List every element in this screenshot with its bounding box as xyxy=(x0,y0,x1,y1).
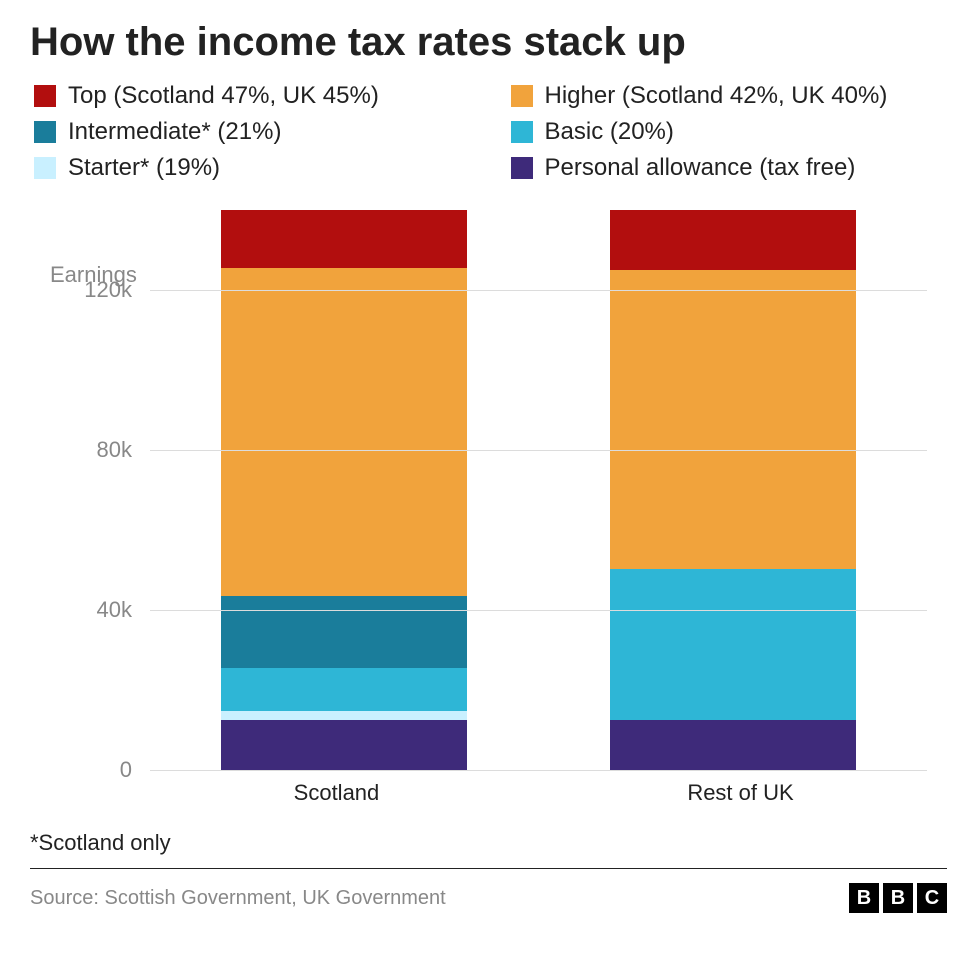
legend-label: Basic (20%) xyxy=(545,118,674,146)
legend-label: Intermediate* (21%) xyxy=(68,118,281,146)
y-tick-label: 0 xyxy=(120,757,132,783)
bar-column xyxy=(158,210,531,770)
stacked-bar xyxy=(610,210,856,770)
bar-segment-personal_allowance xyxy=(610,720,856,770)
legend-label: Starter* (19%) xyxy=(68,154,220,182)
bar-segment-basic xyxy=(610,569,856,720)
legend-label: Top (Scotland 47%, UK 45%) xyxy=(68,82,379,110)
x-axis-label: Rest of UK xyxy=(554,780,927,806)
bar-segment-top xyxy=(221,210,467,268)
legend-item: Higher (Scotland 42%, UK 40%) xyxy=(511,82,948,110)
gridline xyxy=(150,770,927,771)
bar-segment-basic xyxy=(221,668,467,712)
y-tick-label: 80k xyxy=(97,437,132,463)
legend-swatch xyxy=(511,85,533,107)
bars-container xyxy=(150,210,927,770)
footnote: *Scotland only xyxy=(30,830,947,856)
bar-segment-top xyxy=(610,210,856,270)
chart-title: How the income tax rates stack up xyxy=(30,20,947,64)
legend-swatch xyxy=(34,157,56,179)
plot-area: 040k80k120kScotlandRest of UK xyxy=(150,210,927,770)
source-text: Source: Scottish Government, UK Governme… xyxy=(30,887,446,910)
legend-item: Basic (20%) xyxy=(511,118,948,146)
y-tick-label: 120k xyxy=(84,277,132,303)
legend-swatch xyxy=(34,121,56,143)
bar-column xyxy=(546,210,919,770)
legend-label: Higher (Scotland 42%, UK 40%) xyxy=(545,82,888,110)
legend: Top (Scotland 47%, UK 45%) Higher (Scotla… xyxy=(30,82,947,182)
gridline xyxy=(150,290,927,291)
divider xyxy=(30,868,947,869)
chart: Earnings 040k80k120kScotlandRest of UK xyxy=(30,210,947,830)
legend-item: Intermediate* (21%) xyxy=(34,118,471,146)
legend-swatch xyxy=(511,121,533,143)
bar-segment-higher xyxy=(610,270,856,569)
gridline xyxy=(150,610,927,611)
bar-segment-starter xyxy=(221,711,467,719)
legend-item: Top (Scotland 47%, UK 45%) xyxy=(34,82,471,110)
bar-segment-higher xyxy=(221,268,467,595)
bar-segment-personal_allowance xyxy=(221,720,467,770)
gridline xyxy=(150,450,927,451)
y-tick-label: 40k xyxy=(97,597,132,623)
legend-item: Personal allowance (tax free) xyxy=(511,154,948,182)
bbc-logo-box: B xyxy=(849,883,879,913)
legend-swatch xyxy=(34,85,56,107)
bbc-logo-box: C xyxy=(917,883,947,913)
footer: Source: Scottish Government, UK Governme… xyxy=(30,883,947,913)
legend-label: Personal allowance (tax free) xyxy=(545,154,856,182)
legend-swatch xyxy=(511,157,533,179)
bbc-logo: BBC xyxy=(849,883,947,913)
x-axis-label: Scotland xyxy=(150,780,523,806)
bar-segment-intermediate xyxy=(221,596,467,668)
legend-item: Starter* (19%) xyxy=(34,154,471,182)
stacked-bar xyxy=(221,210,467,770)
bbc-logo-box: B xyxy=(883,883,913,913)
